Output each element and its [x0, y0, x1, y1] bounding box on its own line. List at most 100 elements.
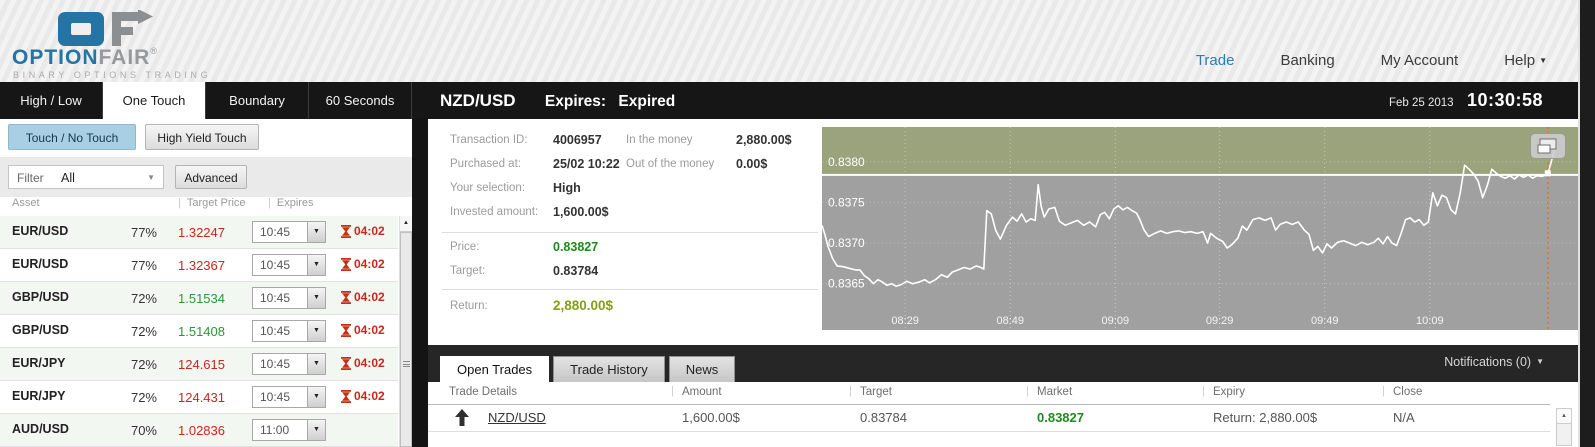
nav-my-account[interactable]: My Account: [1380, 52, 1459, 69]
high-yield-touch-button[interactable]: High Yield Touch: [145, 124, 259, 150]
invested-label: Invested amount:: [450, 206, 539, 218]
time-display: 10:30:58: [1466, 90, 1543, 110]
nav-trade[interactable]: Trade: [1195, 52, 1235, 69]
asset-target-price: 124.615: [178, 357, 225, 372]
hourglass-icon: [341, 291, 351, 304]
chevron-down-icon: ▼: [1539, 56, 1547, 65]
asset-row[interactable]: GBP/USD 72% 1.51408 10:45 ▼ 04:02: [0, 315, 398, 348]
filter-band: Filter All ▼ Advanced: [0, 157, 412, 197]
purchased-at-label: Purchased at:: [450, 158, 521, 170]
col-market: Market: [1037, 386, 1073, 398]
asset-payout: 77%: [130, 225, 157, 240]
expiry-countdown: 04:02: [341, 224, 385, 240]
advanced-button[interactable]: Advanced: [175, 165, 247, 189]
trade-market: 0.83827: [1037, 410, 1084, 425]
top-header: OPTIONFAIR® BINARY OPTIONS TRADING Trade…: [0, 0, 1595, 82]
touch-no-touch-button[interactable]: Touch / No Touch: [8, 124, 136, 150]
trade-expiry: Return: 2,880.00$: [1213, 410, 1318, 425]
tab-high-low[interactable]: High / Low: [0, 82, 103, 119]
nav-help[interactable]: Help ▼: [1504, 52, 1547, 69]
svg-text:0.8365: 0.8365: [828, 277, 865, 291]
open-trade-row: NZD/USD 1,600.00$ 0.83784 0.83827 Return: 2,…: [428, 405, 1550, 432]
chevron-down-icon[interactable]: ▼: [307, 255, 325, 275]
asset-name: EUR/JPY: [12, 389, 66, 403]
asset-payout: 72%: [130, 291, 157, 306]
selection-label: Your selection:: [450, 182, 526, 194]
bottom-tabbar: Open Trades Trade History News Notificat…: [428, 345, 1578, 382]
return-value: 2,880.00$: [553, 298, 614, 313]
expiry-time-value: 10:45: [260, 390, 291, 404]
scroll-up-icon[interactable]: ▲: [1557, 409, 1571, 424]
tab-boundary[interactable]: Boundary: [206, 82, 309, 119]
countdown-value: 04:02: [354, 290, 385, 304]
asset-row[interactable]: EUR/JPY 72% 124.615 10:45 ▼ 04:02: [0, 348, 398, 381]
expiry-time-select[interactable]: 10:45 ▼: [252, 287, 326, 309]
col-close: Close: [1393, 386, 1423, 398]
optionfair-logo-icon: [58, 10, 153, 46]
instrument-tabbar: High / Low One Touch Boundary 60 Seconds…: [0, 82, 1595, 119]
date-display: Feb 25 2013: [1389, 97, 1454, 109]
svg-text:10:09: 10:09: [1416, 315, 1444, 327]
chevron-down-icon[interactable]: ▼: [307, 321, 325, 341]
col-expires: | Expires: [268, 197, 314, 209]
trades-scrollbar[interactable]: ▲: [1556, 408, 1572, 446]
asset-row[interactable]: AUD/USD 70% 1.02836 11:00 ▼: [0, 414, 398, 447]
trade-detail-panel: Transaction ID: 4006957 In the money 2,8…: [428, 119, 1578, 345]
chevron-down-icon[interactable]: ▼: [307, 420, 325, 440]
expiry-time-value: 10:45: [260, 324, 291, 338]
hourglass-icon: [341, 324, 351, 337]
expires-label: Expires:: [544, 93, 607, 110]
out-money-value: 0.00$: [736, 157, 768, 171]
window-scrollbar-strip[interactable]: [1578, 0, 1595, 447]
chevron-down-icon[interactable]: ▼: [307, 288, 325, 308]
chevron-down-icon[interactable]: ▼: [307, 387, 325, 407]
option-type-tabs: High / Low One Touch Boundary 60 Seconds: [0, 82, 412, 119]
col-target: Target: [860, 386, 892, 398]
tab-news[interactable]: News: [668, 356, 736, 382]
asset-list-scrollbar[interactable]: ▲: [399, 216, 412, 447]
tab-60-seconds[interactable]: 60 Seconds: [309, 82, 412, 119]
hourglass-icon: [341, 357, 351, 370]
nav-banking[interactable]: Banking: [1280, 52, 1335, 69]
trade-close: N/A: [1393, 410, 1415, 425]
expiry-time-select[interactable]: 11:00 ▼: [252, 419, 326, 441]
svg-text:0.8380: 0.8380: [828, 155, 865, 169]
expiry-time-select[interactable]: 10:45 ▼: [252, 320, 326, 342]
asset-row[interactable]: EUR/USD 77% 1.32367 10:45 ▼ 04:02: [0, 249, 398, 282]
scroll-up-icon[interactable]: ▲: [400, 216, 412, 232]
expiry-time-select[interactable]: 10:45 ▼: [252, 254, 326, 276]
asset-row[interactable]: EUR/USD 77% 1.32247 10:45 ▼ 04:02: [0, 216, 398, 249]
tab-open-trades[interactable]: Open Trades: [440, 356, 550, 382]
filter-select[interactable]: Filter All ▼: [8, 165, 164, 189]
expiry-countdown: 04:02: [341, 323, 385, 339]
target-value: 0.83784: [553, 264, 599, 278]
tab-trade-history[interactable]: Trade History: [553, 356, 665, 382]
asset-row[interactable]: GBP/USD 72% 1.51534 10:45 ▼ 04:02: [0, 282, 398, 315]
logo-wordmark: OPTIONFAIR®: [12, 46, 158, 69]
expires-value: Expired: [618, 93, 676, 110]
filter-value: All: [61, 171, 75, 185]
countdown-value: 04:02: [354, 224, 385, 238]
chevron-down-icon[interactable]: ▼: [307, 222, 325, 242]
asset-row[interactable]: EUR/JPY 72% 124.431 10:45 ▼ 04:02: [0, 381, 398, 414]
expiry-time-value: 10:45: [260, 258, 291, 272]
expiry-time-select[interactable]: 10:45 ▼: [252, 386, 326, 408]
notifications-toggle[interactable]: Notifications (0) ▼: [1444, 355, 1544, 369]
price-chart: 08:29 08:49 09:09 09:29 09:49 10:09 0.8380 0.83…: [821, 127, 1578, 330]
expiry-time-select[interactable]: 10:45 ▼: [252, 221, 326, 243]
asset-table-header: Asset | Target Price | Expires: [0, 197, 412, 216]
asset-target-price: 1.32367: [178, 258, 225, 273]
popout-window-icon: [1537, 138, 1557, 154]
trade-target: 0.83784: [860, 410, 907, 425]
scrollbar-thumb[interactable]: [400, 232, 412, 447]
tab-one-touch[interactable]: One Touch: [103, 82, 206, 119]
chevron-down-icon[interactable]: ▼: [307, 354, 325, 374]
expand-chart-button[interactable]: [1530, 133, 1566, 159]
trade-asset-link[interactable]: NZD/USD: [488, 410, 546, 425]
asset-target-price: 1.32247: [178, 225, 225, 240]
col-trade-details: Trade Details: [449, 386, 517, 398]
filter-label: Filter: [17, 171, 44, 185]
countdown-value: 04:02: [354, 323, 385, 337]
expiry-time-select[interactable]: 10:45 ▼: [252, 353, 326, 375]
expiry-time-value: 10:45: [260, 291, 291, 305]
